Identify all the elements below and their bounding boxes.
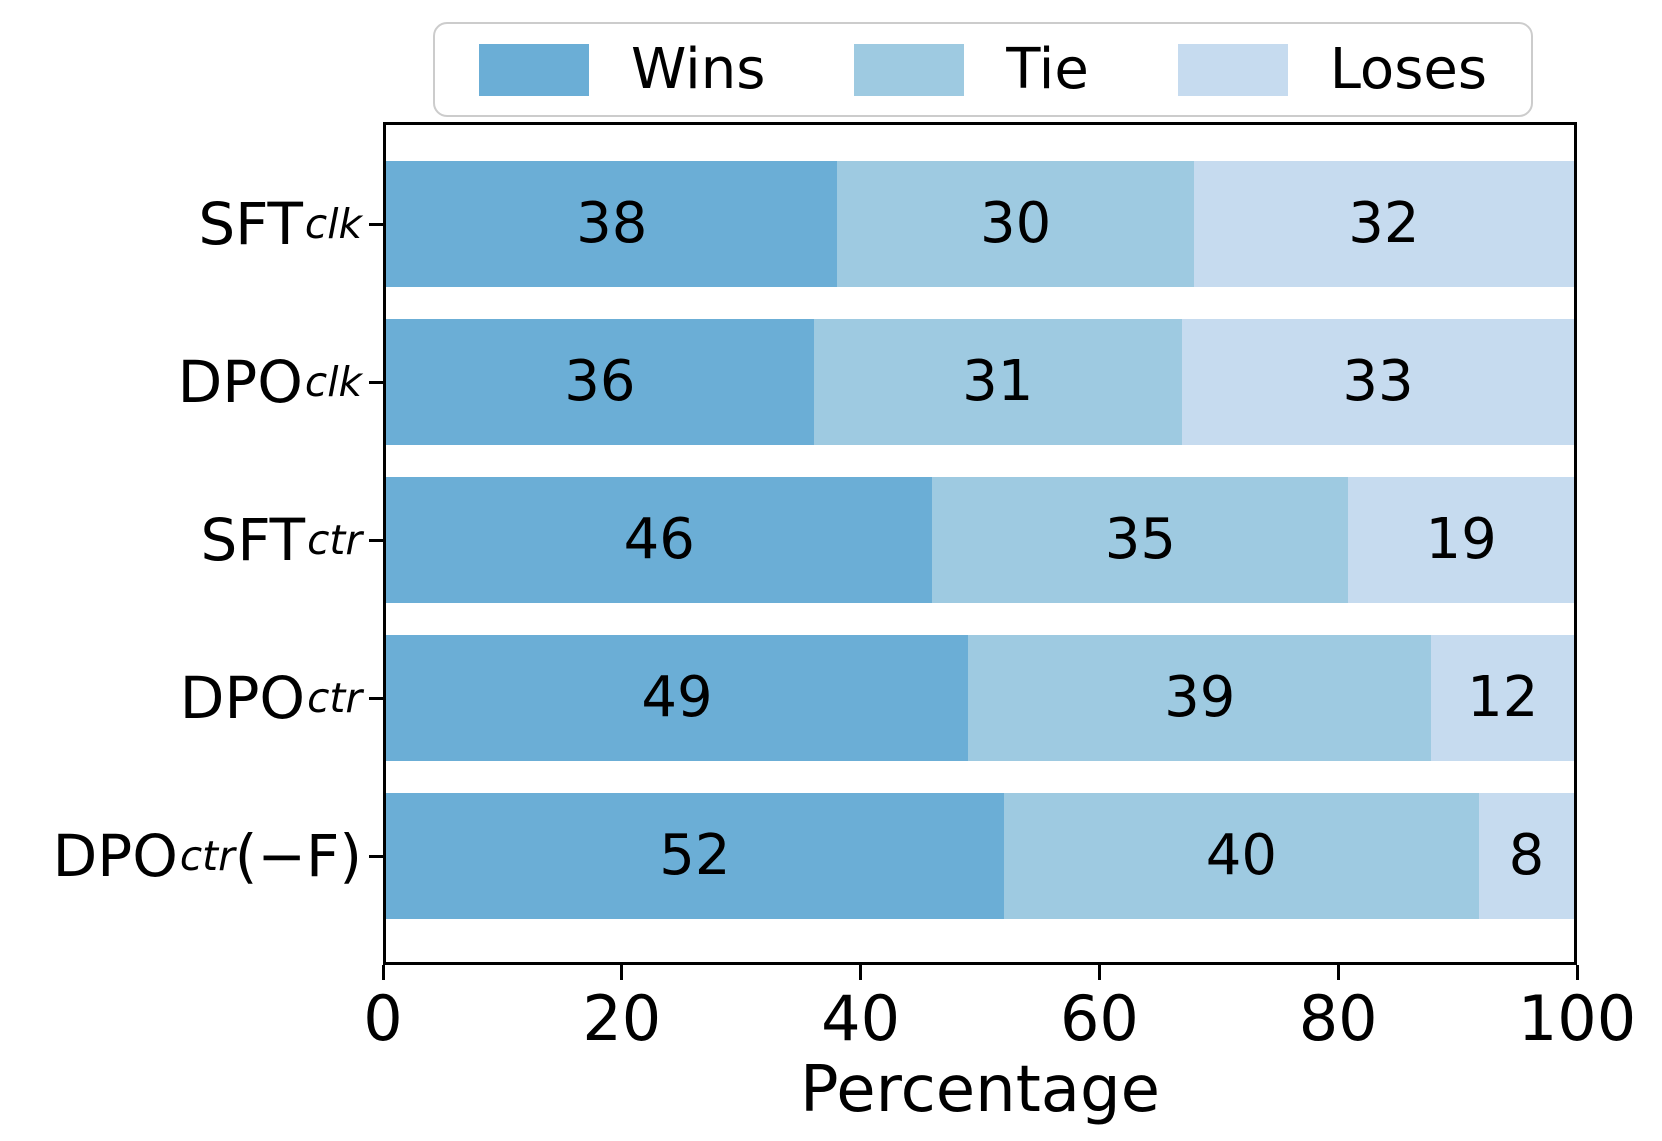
bar-value-label: 32	[1348, 191, 1420, 256]
bar-segment-loses: 8	[1478, 793, 1574, 919]
bar-value-label: 19	[1425, 507, 1497, 572]
x-tick-label: 0	[363, 982, 403, 1055]
y-tick-mark	[369, 222, 383, 226]
bar-segment-tie: 39	[968, 635, 1432, 761]
y-tick-label: SFT ctr	[200, 506, 363, 574]
y-tick-mark	[369, 380, 383, 384]
legend-label: Loses	[1329, 36, 1487, 102]
bar-segment-tie: 31	[813, 319, 1182, 445]
y-tick-label: DPO clk	[177, 348, 362, 416]
x-tick-label: 60	[1059, 982, 1139, 1055]
legend-swatch-icon	[854, 43, 965, 96]
bar-row: 46 35 19	[386, 477, 1574, 603]
legend: Wins Tie Loses	[433, 22, 1533, 117]
plot-area: 38 30 32 36 31 33 46 35 19 49 39 12 52 40 8	[383, 122, 1577, 965]
bar-segment-loses: 33	[1181, 319, 1574, 445]
bar-value-label: 12	[1467, 665, 1539, 730]
x-tick-mark	[1097, 965, 1101, 980]
bar-segment-wins: 52	[386, 793, 1004, 919]
legend-label: Tie	[1006, 36, 1089, 102]
x-tick-label: 80	[1298, 982, 1378, 1055]
bar-value-label: 33	[1342, 349, 1414, 414]
bar-value-label: 30	[980, 191, 1052, 256]
x-tick-label: 20	[582, 982, 662, 1055]
legend-entry-wins: Wins	[479, 36, 766, 102]
y-tick-label: DPO ctr	[179, 664, 362, 732]
legend-entry-loses: Loses	[1177, 36, 1487, 102]
x-tick-mark	[381, 965, 385, 980]
legend-swatch-icon	[479, 43, 589, 96]
x-tick-mark	[1575, 965, 1579, 980]
bar-value-label: 49	[641, 665, 713, 730]
bar-value-label: 38	[576, 191, 648, 256]
bar-segment-wins: 49	[386, 635, 969, 761]
x-tick-mark	[620, 965, 624, 980]
y-tick-mark	[369, 854, 383, 858]
bar-segment-loses: 19	[1348, 477, 1574, 603]
bar-segment-wins: 38	[386, 161, 838, 287]
bar-row: 52 40 8	[386, 793, 1574, 919]
legend-swatch-icon	[1177, 43, 1288, 96]
bar-value-label: 52	[659, 823, 731, 888]
bar-value-label: 46	[623, 507, 695, 572]
y-tick-mark	[369, 696, 383, 700]
bar-segment-tie: 30	[837, 161, 1194, 287]
x-tick-mark	[859, 965, 863, 980]
bar-value-label: 36	[564, 349, 636, 414]
y-tick-label: DPO ctr (−F)	[52, 822, 362, 890]
x-axis-title: Percentage	[799, 1053, 1161, 1127]
bar-segment-tie: 40	[1003, 793, 1479, 919]
legend-entry-tie: Tie	[854, 36, 1089, 102]
bar-segment-wins: 36	[386, 319, 814, 445]
x-tick-label: 100	[1517, 982, 1637, 1055]
bar-segment-loses: 32	[1193, 161, 1574, 287]
x-tick-mark	[1336, 965, 1340, 980]
legend-label: Wins	[631, 36, 766, 102]
bar-row: 38 30 32	[386, 161, 1574, 287]
y-tick-label: SFT clk	[198, 190, 362, 258]
bar-row: 49 39 12	[386, 635, 1574, 761]
bar-value-label: 39	[1164, 665, 1236, 730]
bar-value-label: 40	[1205, 823, 1277, 888]
bar-row: 36 31 33	[386, 319, 1574, 445]
bar-segment-wins: 46	[386, 477, 933, 603]
bar-value-label: 8	[1508, 823, 1545, 888]
bar-value-label: 35	[1104, 507, 1176, 572]
y-tick-mark	[369, 538, 383, 542]
bar-segment-tie: 35	[932, 477, 1349, 603]
bar-segment-loses: 12	[1431, 635, 1574, 761]
x-tick-label: 40	[821, 982, 901, 1055]
bar-value-label: 31	[962, 349, 1034, 414]
